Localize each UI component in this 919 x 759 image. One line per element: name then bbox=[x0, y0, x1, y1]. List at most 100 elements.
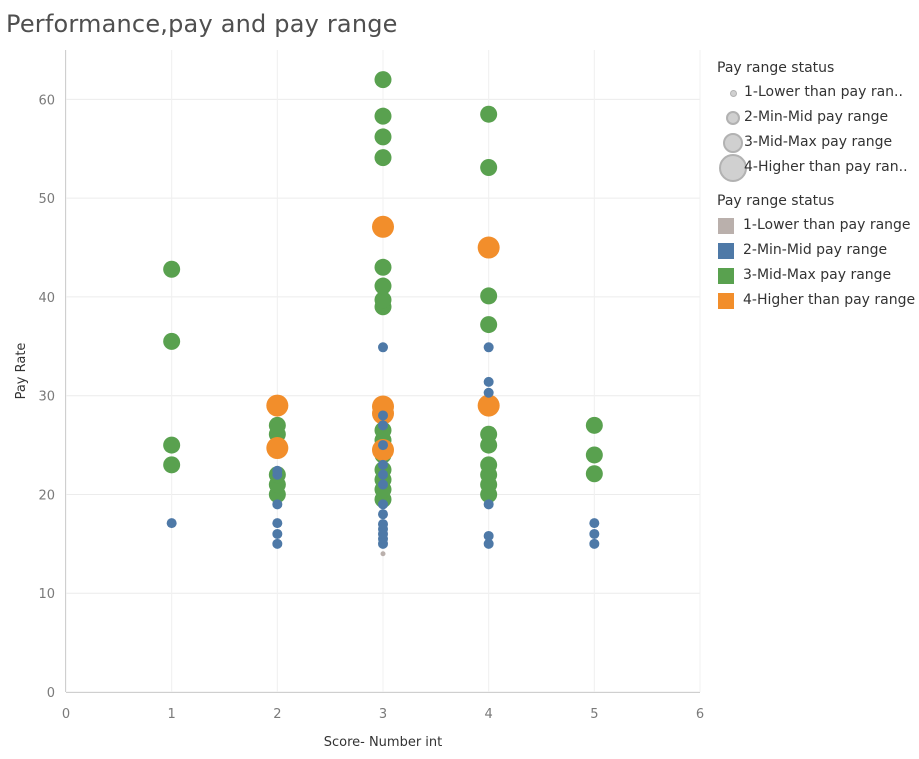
scatter-point[interactable] bbox=[272, 499, 283, 510]
size-legend[interactable]: Pay range status 1-Lower than pay ran.. … bbox=[717, 59, 917, 182]
size-circle-icon bbox=[719, 154, 747, 182]
swatch-icon bbox=[718, 268, 734, 284]
scatter-point[interactable] bbox=[272, 538, 283, 549]
scatter-point[interactable] bbox=[480, 316, 498, 334]
color-legend-label: 4-Higher than pay range bbox=[743, 292, 916, 308]
scatter-point[interactable] bbox=[585, 416, 603, 434]
x-tick-label: 4 bbox=[485, 707, 493, 722]
scatter-point[interactable] bbox=[374, 277, 392, 295]
scatter-point[interactable] bbox=[378, 410, 388, 421]
scatter-point[interactable] bbox=[378, 509, 388, 520]
scatter-point[interactable] bbox=[163, 260, 181, 278]
color-legend-label: 1-Lower than pay range bbox=[743, 217, 911, 233]
size-legend-label: 2-Min-Mid pay range bbox=[744, 109, 889, 125]
color-legend-item[interactable]: 1-Lower than pay range bbox=[717, 213, 917, 238]
scatter-point[interactable] bbox=[378, 440, 388, 451]
marks-layer bbox=[163, 71, 603, 557]
scatter-point[interactable] bbox=[378, 342, 388, 353]
scatter-point[interactable] bbox=[378, 469, 388, 480]
size-legend-item[interactable]: 3-Mid-Max pay range bbox=[717, 130, 917, 155]
size-circle-icon bbox=[723, 133, 743, 153]
color-legend-item[interactable]: 4-Higher than pay range bbox=[717, 288, 917, 313]
x-tick-label: 3 bbox=[379, 707, 387, 722]
x-tick-label: 6 bbox=[696, 707, 704, 722]
scatter-point[interactable] bbox=[477, 394, 500, 417]
scatter-point[interactable] bbox=[163, 436, 181, 454]
y-tick-label: 30 bbox=[38, 390, 55, 405]
scatter-point[interactable] bbox=[483, 530, 494, 541]
scatter-point[interactable] bbox=[380, 551, 386, 557]
scatter-point[interactable] bbox=[585, 446, 603, 464]
scatter-point[interactable] bbox=[266, 437, 289, 460]
y-axis-title: Pay Rate bbox=[14, 343, 29, 400]
scatter-point[interactable] bbox=[589, 518, 600, 529]
scatter-point[interactable] bbox=[477, 236, 500, 259]
size-legend-label: 4-Higher than pay ran.. bbox=[744, 159, 908, 175]
scatter-point[interactable] bbox=[589, 538, 600, 549]
scatter-point[interactable] bbox=[378, 479, 388, 490]
scatter-point[interactable] bbox=[272, 528, 283, 539]
x-tick-label: 2 bbox=[273, 707, 281, 722]
size-legend-label: 1-Lower than pay ran.. bbox=[744, 84, 903, 100]
scatter-point[interactable] bbox=[163, 332, 181, 350]
scatter-point[interactable] bbox=[374, 258, 392, 276]
scatter-point[interactable] bbox=[372, 395, 394, 418]
scatter-point[interactable] bbox=[480, 159, 498, 177]
scatter-point[interactable] bbox=[483, 387, 494, 398]
scatter-point[interactable] bbox=[483, 499, 494, 510]
swatch-icon bbox=[718, 293, 734, 309]
scatter-point[interactable] bbox=[374, 107, 392, 125]
size-legend-item[interactable]: 1-Lower than pay ran.. bbox=[717, 80, 917, 105]
y-tick-label: 20 bbox=[38, 488, 55, 503]
x-tick-label: 0 bbox=[62, 707, 70, 722]
scatter-point[interactable] bbox=[480, 456, 498, 474]
color-legend-label: 2-Min-Mid pay range bbox=[743, 242, 888, 258]
size-circle-icon bbox=[726, 111, 740, 125]
scatter-point[interactable] bbox=[378, 459, 388, 470]
size-legend-title: Pay range status bbox=[717, 60, 835, 76]
x-axis-title: Score- Number int bbox=[324, 735, 443, 750]
scatter-point[interactable] bbox=[480, 105, 498, 123]
scatter-point[interactable] bbox=[166, 518, 177, 529]
scatter-point[interactable] bbox=[378, 499, 388, 510]
swatch-icon bbox=[718, 218, 734, 234]
y-tick-label: 50 bbox=[38, 192, 55, 207]
scatter-point[interactable] bbox=[268, 416, 286, 434]
color-legend[interactable]: Pay range status 1-Lower than pay range … bbox=[717, 192, 917, 313]
color-legend-item[interactable]: 3-Mid-Max pay range bbox=[717, 263, 917, 288]
scatter-point[interactable] bbox=[372, 215, 394, 238]
scatter-point[interactable] bbox=[266, 394, 289, 417]
scatter-point[interactable] bbox=[272, 465, 283, 476]
size-legend-item[interactable]: 4-Higher than pay ran.. bbox=[717, 154, 917, 182]
scatter-point[interactable] bbox=[483, 538, 494, 549]
scatter-point[interactable] bbox=[374, 149, 392, 167]
scatter-point[interactable] bbox=[272, 518, 283, 529]
scatter-point[interactable] bbox=[374, 128, 392, 146]
scatter-point[interactable] bbox=[374, 291, 392, 309]
y-tick-label: 40 bbox=[38, 291, 55, 306]
grid-layer bbox=[65, 50, 701, 693]
scatter-point[interactable] bbox=[480, 425, 498, 443]
scatter-point[interactable] bbox=[483, 342, 494, 353]
scatter-point[interactable] bbox=[483, 376, 494, 387]
scatter-point[interactable] bbox=[378, 420, 388, 431]
size-legend-item[interactable]: 2-Min-Mid pay range bbox=[717, 105, 917, 130]
scatter-point[interactable] bbox=[378, 519, 388, 530]
chart-title: Performance,pay and pay range bbox=[6, 10, 398, 38]
scatter-point[interactable] bbox=[374, 71, 392, 89]
x-tick-label: 1 bbox=[168, 707, 176, 722]
color-legend-item[interactable]: 2-Min-Mid pay range bbox=[717, 238, 917, 263]
scatter-point[interactable] bbox=[589, 528, 600, 539]
y-tick-label: 60 bbox=[38, 93, 55, 108]
swatch-icon bbox=[718, 243, 734, 259]
size-circle-icon bbox=[730, 90, 737, 97]
y-tick-label: 0 bbox=[47, 686, 55, 701]
scatter-point[interactable] bbox=[585, 465, 603, 483]
scatter-point[interactable] bbox=[163, 456, 181, 474]
axis-layer: 0 10 20 30 40 50 60 0 1 2 3 4 5 6 bbox=[38, 50, 704, 722]
scatter-point[interactable] bbox=[480, 287, 498, 305]
size-legend-label: 3-Mid-Max pay range bbox=[744, 134, 893, 150]
x-tick-label: 5 bbox=[590, 707, 598, 722]
color-legend-title: Pay range status bbox=[717, 193, 835, 209]
